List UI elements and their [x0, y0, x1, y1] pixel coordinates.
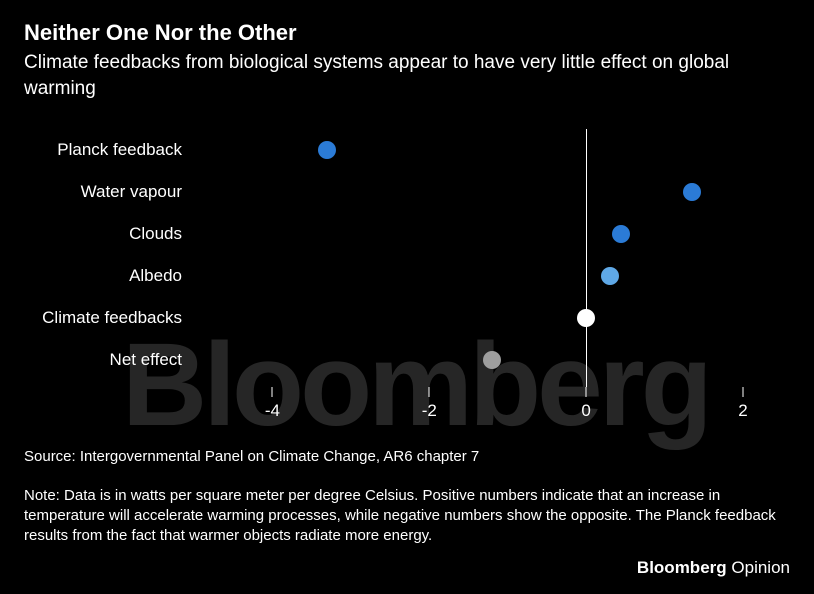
row-plot	[194, 351, 790, 369]
brand-bold: Bloomberg	[637, 558, 727, 577]
tick-mark	[742, 387, 743, 397]
data-point	[612, 225, 630, 243]
data-point	[577, 309, 595, 327]
note-line: Note: Data is in watts per square meter …	[24, 486, 790, 547]
data-point	[683, 183, 701, 201]
brand-badge: Bloomberg Opinion	[637, 558, 790, 578]
row-plot	[194, 309, 790, 327]
chart-row: Clouds	[24, 213, 790, 255]
chart-row: Planck feedback	[24, 129, 790, 171]
tick-label: 0	[581, 401, 590, 421]
row-label: Net effect	[24, 350, 194, 370]
row-label: Water vapour	[24, 182, 194, 202]
chart-row: Albedo	[24, 255, 790, 297]
brand-light: Opinion	[731, 558, 790, 577]
tick-label: -4	[265, 401, 280, 421]
row-plot	[194, 225, 790, 243]
chart-subtitle: Climate feedbacks from biological system…	[24, 50, 790, 101]
row-plot	[194, 267, 790, 285]
row-label: Planck feedback	[24, 140, 194, 160]
tick-label: -2	[422, 401, 437, 421]
tick-label: 2	[738, 401, 747, 421]
row-label: Albedo	[24, 266, 194, 286]
data-point	[318, 141, 336, 159]
tick-mark	[272, 387, 273, 397]
row-label: Clouds	[24, 224, 194, 244]
chart-row: Water vapour	[24, 171, 790, 213]
tick-mark	[429, 387, 430, 397]
source-line: Source: Intergovernmental Panel on Clima…	[24, 447, 790, 467]
chart-row: Net effect	[24, 339, 790, 381]
tick-mark	[586, 387, 587, 397]
row-label: Climate feedbacks	[24, 308, 194, 328]
chart-title: Neither One Nor the Other	[24, 20, 790, 46]
chart-area: Bloomberg Planck feedbackWater vapourClo…	[24, 129, 790, 429]
row-plot	[194, 183, 790, 201]
data-point	[483, 351, 501, 369]
chart-row: Climate feedbacks	[24, 297, 790, 339]
row-plot	[194, 141, 790, 159]
data-point	[601, 267, 619, 285]
chart-container: Neither One Nor the Other Climate feedba…	[0, 0, 814, 594]
